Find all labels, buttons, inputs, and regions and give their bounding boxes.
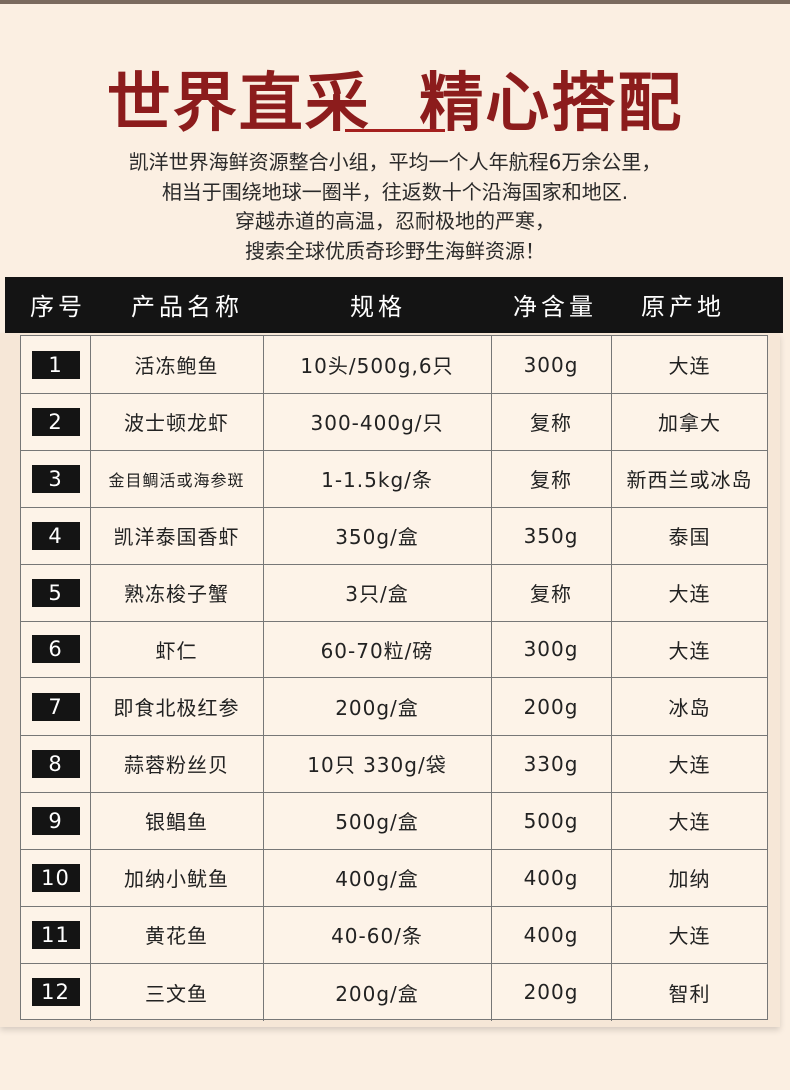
cell: 10 [21,849,91,907]
description-line: 相当于围绕地球一圈半，往返数十个沿海国家和地区. [161,179,629,204]
row-number: 12 [31,978,80,1006]
row-number: 5 [31,578,80,607]
cell: 200g [491,963,612,1021]
cell: 60-70粒/磅 [263,621,492,678]
cell: 大连 [611,735,768,793]
row-number: 6 [31,635,80,663]
cell: 冰岛 [611,678,768,736]
cell: 7 [21,678,91,736]
cell: 大连 [611,564,768,622]
cell: 3只/盒 [263,564,492,622]
table-body: 1 活冻鲍鱼 10头/500g,6只 300g 大连 2 波士顿龙虾 300-400g/只 复称… [20,335,768,1021]
cell: 泰国 [611,507,768,565]
cell: 11 [21,906,91,964]
cell: 300-400g/只 [263,393,492,451]
cell: 活冻鲍鱼 [90,336,264,394]
row-number: 7 [31,692,80,721]
cell: 银鲳鱼 [90,792,264,850]
cell: 蒜蓉粉丝贝 [90,735,264,793]
cell: 大连 [611,336,768,394]
description-line: 凯洋世界海鲜资源整合小组，平均一个人年航程6万余公里， [128,150,662,174]
cell: 黄花鱼 [90,906,264,964]
cell: 10头/500g,6只 [263,336,492,394]
row-number: 10 [31,863,80,892]
cell: 200g [491,678,612,736]
cell: 大连 [611,621,768,678]
row-number: 11 [31,920,80,949]
cell: 凯洋泰国香虾 [90,507,264,565]
cell: 6 [21,621,91,678]
title: 世界直采 精心搭配 [106,67,684,141]
cell: 500g/盒 [263,792,492,850]
cell: 即食北极红参 [90,678,264,736]
cell: 3 [21,450,91,508]
cell: 虾仁 [90,621,264,678]
cell: 金目鲷活或海参斑 [90,450,264,508]
table-header: 序号 产品名称 规格 净含量 原产地 [5,277,783,333]
cell: 350g [491,507,612,565]
cell: 复称 [491,564,612,622]
cell: 1 [21,336,91,394]
cell: 400g [491,849,612,907]
cell: 10只 330g/袋 [263,735,492,793]
cell: 加拿大 [611,393,768,451]
description-line: 穿越赤道的高温，忍耐极地的严寒， [235,209,555,233]
cell: 300g [491,621,612,678]
cell: 5 [21,564,91,622]
cell: 500g [491,792,612,850]
cell: 12 [21,963,91,1021]
cell: 加纳 [611,849,768,907]
cell: 智利 [668,981,711,1006]
row-number: 3 [31,464,80,493]
cell: 8 [21,735,91,793]
cell: 400g/盒 [263,849,492,907]
cell: 1-1.5kg/条 [263,450,492,508]
cell: 40-60/条 [263,906,492,964]
column-header: 原产地 [641,293,725,321]
description-line: 搜索全球优质奇珍野生海鲜资源！ [245,238,545,263]
cell: 加纳小鱿鱼 [90,849,264,907]
cell: 400g [491,906,612,964]
row-number: 9 [31,806,80,835]
cell: 波士顿龙虾 [90,393,264,451]
cell: 200g/盒 [263,963,492,1021]
cell: 330g [491,735,612,793]
column-header: 序号 [30,293,86,321]
cell: 复称 [491,450,612,508]
cell: 350g/盒 [263,507,492,565]
cell: 9 [21,792,91,850]
cell: 大连 [611,792,768,850]
cell: 新西兰或冰岛 [611,450,768,508]
column-header: 净含量 [513,293,597,321]
title-rule [345,129,445,132]
cell: 200g/盒 [263,678,492,736]
row-number: 4 [31,521,80,550]
column-header: 规格 [350,293,406,321]
row-number: 8 [31,749,80,778]
cell: 三文鱼 [90,963,264,1021]
column-header: 产品名称 [131,293,243,321]
cell: 复称 [491,393,612,451]
row-number: 2 [31,407,80,436]
cell: 熟冻梭子蟹 [90,564,264,622]
cell: 4 [21,507,91,565]
row-number: 1 [31,350,80,379]
top-bar [0,0,790,4]
cell: 300g [491,336,612,394]
cell: 大连 [611,906,768,964]
cell: 2 [21,393,91,451]
